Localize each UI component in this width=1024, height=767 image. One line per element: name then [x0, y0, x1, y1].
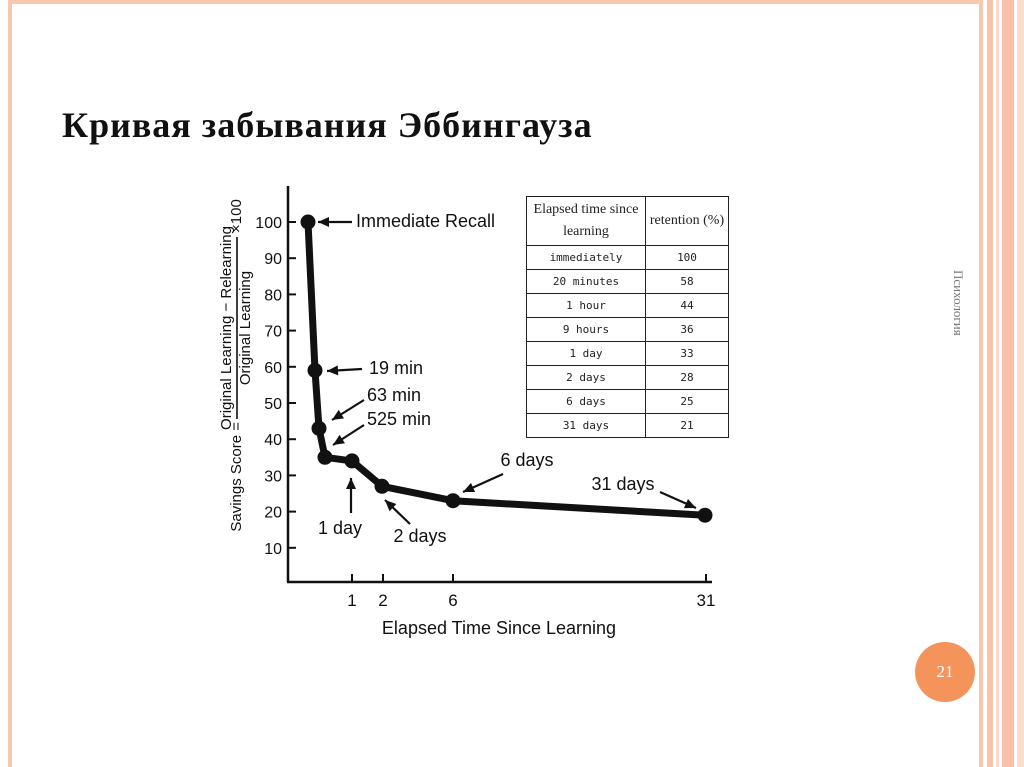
frame-left-border [8, 0, 12, 767]
table-row: 1 day 33 [526, 341, 729, 366]
table-header-retention: retention (%) [645, 196, 729, 246]
table-row: 1 hour 44 [526, 293, 729, 318]
y-axis-label-prefix: Savings Score = [228, 422, 245, 532]
y-tick-label: 60 [264, 360, 282, 377]
x-tick-label: 2 [378, 591, 387, 610]
annotation-31-days: 31 days [591, 474, 654, 494]
annotation-63-min: 63 min [367, 385, 421, 405]
annotation-6-days: 6 days [500, 450, 553, 470]
annotation-525-min-arrowhead [333, 434, 345, 445]
table-row: immediately 100 [526, 245, 729, 270]
annotation-immediate-recall: Immediate Recall [356, 211, 495, 231]
annotation-6-days-arrowhead [463, 482, 476, 493]
table-cell-time: 20 minutes [526, 269, 646, 294]
annotation-19-min-arrowhead [327, 365, 339, 376]
side-label-text: Психология [951, 270, 966, 336]
x-axis-label: Elapsed Time Since Learning [382, 618, 616, 638]
page-number: 21 [936, 662, 954, 681]
y-tick-label: 70 [264, 324, 282, 341]
side-label: Психология [948, 270, 972, 370]
y-tick-label: 10 [264, 541, 282, 558]
forgetting-curve-chart: 100 90 80 70 60 50 40 30 20 10 1 2 6 31 Immediate Reca… [218, 186, 716, 638]
table-cell-time: 1 day [526, 341, 646, 366]
table-cell-time: 2 days [526, 365, 646, 390]
x-tick-label: 31 [697, 591, 716, 610]
y-tick-label: 80 [264, 287, 282, 304]
x-tick-label: 1 [347, 591, 356, 610]
table-row: 6 days 25 [526, 389, 729, 414]
y-axis-label-suffix: ×100 [228, 199, 245, 233]
x-tick-label: 6 [448, 591, 457, 610]
slide-title: Кривая забывания Эббингауза [62, 105, 593, 145]
table-cell-time: 9 hours [526, 317, 646, 342]
table-cell-time: 1 hour [526, 293, 646, 318]
data-point [307, 362, 323, 378]
annotation-1-day-arrowhead [346, 478, 356, 489]
table-row: 9 hours 36 [526, 317, 729, 342]
table-cell-retention: 44 [645, 293, 729, 318]
table-header-time: Elapsed time since learning [526, 196, 646, 246]
table-row: 31 days 21 [526, 413, 729, 438]
annotation-immediate-recall-arrowhead [318, 217, 329, 227]
table-cell-retention: 25 [645, 389, 729, 414]
retention-table: Elapsed time since learning retention (%… [526, 196, 729, 438]
y-tick-label: 20 [264, 505, 282, 522]
annotation-19-min: 19 min [369, 358, 423, 378]
y-tick-label: 40 [264, 432, 282, 449]
data-point [445, 493, 461, 509]
table-cell-retention: 58 [645, 269, 729, 294]
data-point [697, 507, 713, 523]
data-point [311, 420, 327, 436]
data-point [344, 453, 360, 469]
annotation-1-day: 1 day [318, 518, 362, 538]
table-header-row: Elapsed time since learning retention (%… [526, 196, 729, 246]
y-tick-label: 90 [264, 251, 282, 268]
table-cell-retention: 100 [645, 245, 729, 270]
annotation-525-min: 525 min [367, 409, 431, 429]
decorative-stripes [987, 0, 1024, 767]
y-tick-label: 100 [255, 215, 282, 232]
page-number-badge: 21 [915, 642, 975, 702]
data-point [317, 449, 333, 465]
table-cell-retention: 36 [645, 317, 729, 342]
forgetting-curve-line [304, 218, 709, 519]
table-cell-time: 31 days [526, 413, 646, 438]
data-point [300, 214, 316, 230]
table-row: 2 days 28 [526, 365, 729, 390]
table-cell-time: 6 days [526, 389, 646, 414]
table-row: 20 minutes 58 [526, 269, 729, 294]
frame-top-border [8, 0, 983, 4]
annotation-31-days-arrowhead [683, 498, 696, 509]
frame-right-border [979, 0, 983, 767]
table-cell-time: immediately [526, 245, 646, 270]
y-tick-label: 30 [264, 468, 282, 485]
annotation-2-days: 2 days [393, 526, 446, 546]
table-cell-retention: 21 [645, 413, 729, 438]
y-tick-label: 50 [264, 396, 282, 413]
table-cell-retention: 28 [645, 365, 729, 390]
y-axis-label-denominator: Original Learning [237, 271, 254, 385]
annotation-63-min-arrowhead [332, 409, 344, 420]
table-cell-retention: 33 [645, 341, 729, 366]
data-point [374, 478, 390, 494]
y-axis-label-numerator: Original Learning − Relearning [218, 226, 235, 430]
annotation-2-days-arrowhead [385, 500, 397, 512]
